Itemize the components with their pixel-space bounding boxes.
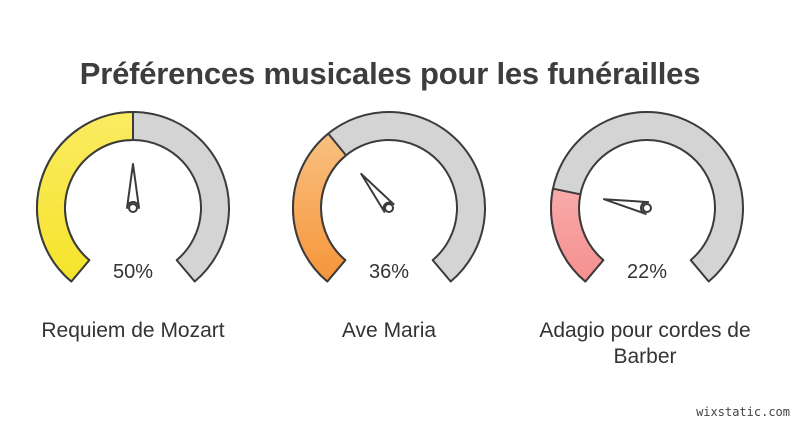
gauge-2-value: 36% <box>369 261 409 283</box>
chart-title: Préférences musicales pour les funéraill… <box>79 56 701 91</box>
gauge-1-label: Requiem de Mozart <box>41 319 225 342</box>
gauge-2: 36% <box>292 110 486 283</box>
gauge-3-label: Adagio pour cordes de Barber <box>539 319 751 368</box>
gauge-3-needle <box>602 198 650 215</box>
gauge-1: 50% <box>36 110 230 283</box>
gauge-3-value: 22% <box>627 261 667 283</box>
gauge-2-label: Ave Maria <box>341 319 437 342</box>
gauge-3-track <box>550 110 744 283</box>
gauge-2-needle <box>360 172 395 213</box>
gauge-2-fill <box>292 132 347 283</box>
gauge-3: 22% <box>550 110 744 283</box>
gauge-1-fill <box>36 111 134 283</box>
watermark: wixstatic.com <box>696 405 790 419</box>
gauge-2-hub <box>384 203 394 213</box>
gauge-3-hub <box>642 203 652 213</box>
gauge-1-needle <box>126 163 140 209</box>
gauge-1-hub <box>128 203 138 213</box>
gauge-3-fill <box>550 187 605 283</box>
gauge-1-value: 50% <box>113 261 153 283</box>
